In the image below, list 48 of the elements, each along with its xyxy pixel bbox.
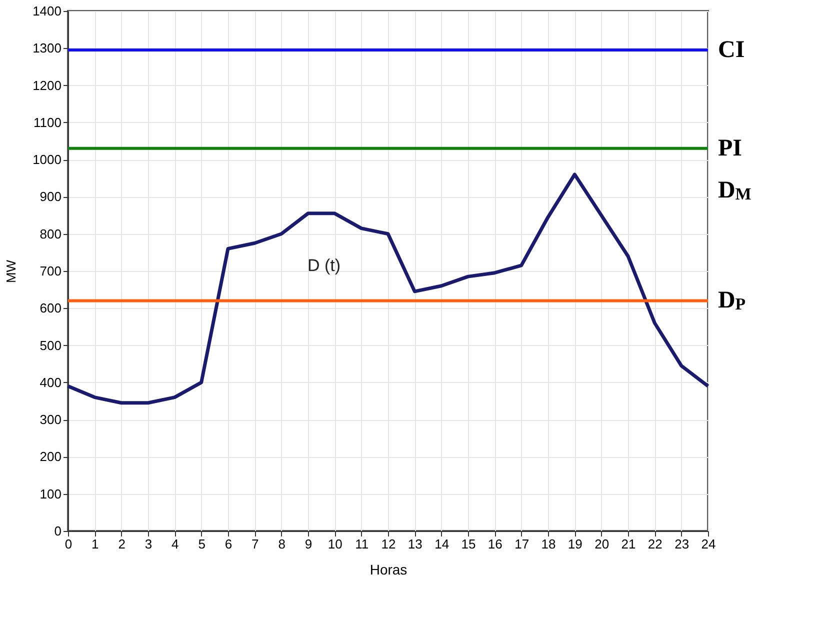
y-tick-label: 1100: [34, 114, 62, 130]
y-tick-label: 1200: [32, 78, 62, 93]
y-tick-label: 600: [40, 300, 62, 316]
y-tick-label: 100: [40, 486, 62, 502]
x-axis-title: Horas: [370, 562, 408, 578]
y-tick-label: 1300: [32, 40, 62, 56]
x-tick-label: 2: [118, 536, 126, 552]
line-series: [66, 172, 710, 405]
x-tick-label: 7: [252, 536, 259, 552]
x-tick-label: 23: [674, 536, 690, 552]
text: DM: [718, 177, 752, 204]
x-tick-label: 13: [408, 536, 422, 552]
y-tick-label: 900: [40, 189, 62, 204]
y-axis-title: MW: [4, 259, 19, 284]
x-tick-label: 14: [434, 536, 450, 552]
x-tick-label: 5: [198, 536, 206, 552]
y-tick-label: 300: [40, 412, 62, 428]
x-tick-label: 20: [594, 536, 610, 552]
x-tick-label: 6: [224, 536, 232, 552]
y-tick-label: 400: [40, 374, 62, 390]
y-tick-label: 0: [54, 524, 62, 538]
x-tick-label: 24: [701, 536, 716, 552]
x-tick-label: 15: [461, 536, 476, 552]
x-tick-label: 1: [92, 536, 99, 552]
y-tick-label: 200: [40, 449, 62, 464]
y-tick-label: 500: [40, 338, 62, 353]
x-tick-label: 9: [304, 536, 312, 552]
ref-line-label: DP: [718, 288, 746, 314]
annotation: D (t): [307, 256, 341, 275]
x-tick-label: 18: [541, 536, 556, 552]
ref-line-label: CI: [718, 37, 745, 63]
y-tick-label: 1000: [32, 152, 62, 168]
x-tick-label: 11: [355, 536, 369, 552]
ref-line-label: PI: [718, 135, 742, 162]
x-tick-label: 8: [278, 536, 286, 552]
x-tick-label: 21: [621, 536, 636, 552]
x-tick-label: 22: [648, 536, 662, 552]
y-tick-label: 800: [40, 226, 62, 242]
x-tick-label: 16: [488, 536, 502, 552]
y-tick-label: 700: [40, 264, 62, 278]
x-tick-label: 3: [144, 536, 152, 552]
x-tick-label: 12: [381, 536, 396, 552]
x-tick-label: 0: [64, 536, 72, 552]
y-tick-label: 1400: [32, 4, 62, 18]
x-tick-label: 10: [328, 536, 342, 552]
x-tick-label: 19: [568, 536, 582, 552]
x-tick-label: 17: [514, 536, 530, 552]
x-tick-label: 4: [172, 536, 179, 552]
